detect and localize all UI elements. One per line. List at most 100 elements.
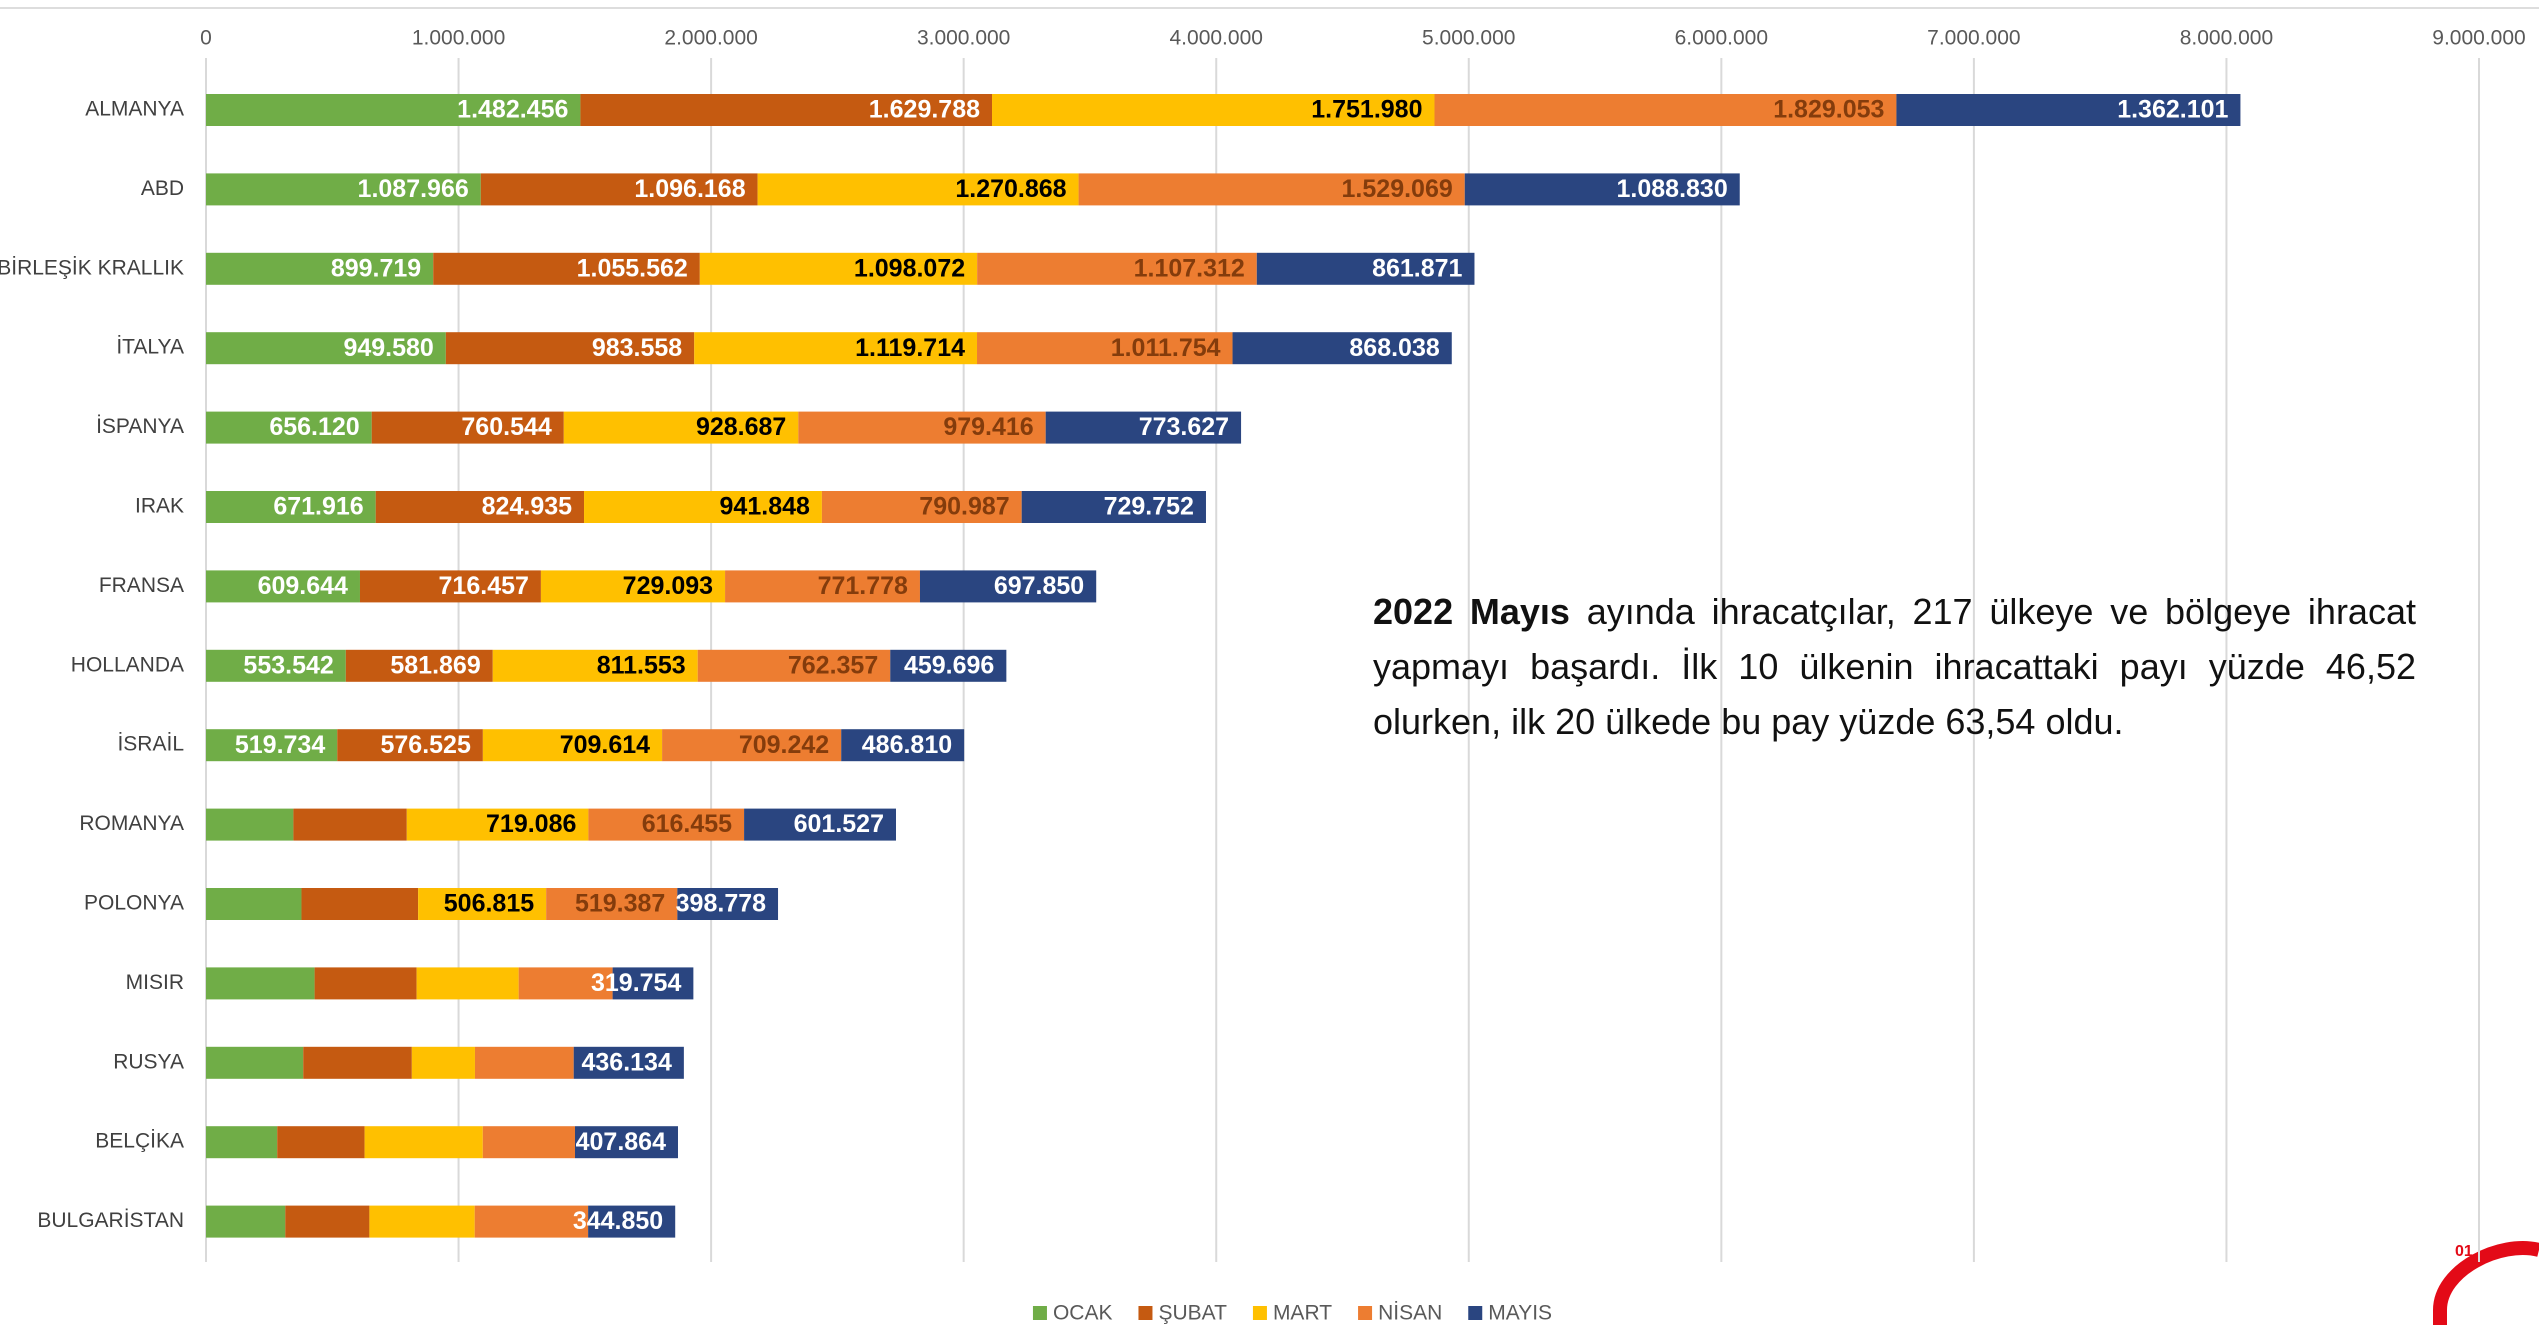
legend-swatch xyxy=(1358,1306,1373,1320)
bar-segment xyxy=(345,649,493,682)
logo-text: 01 xyxy=(2455,1243,2473,1260)
bar-segment xyxy=(798,411,1046,444)
bar-segment xyxy=(612,967,694,1000)
legend-label: MART xyxy=(1273,1302,1332,1325)
data-label: 344.850 xyxy=(573,1207,663,1235)
bar-segment xyxy=(977,332,1233,365)
x-tick-label: 3.000.000 xyxy=(917,27,1010,50)
bar-segment xyxy=(482,1126,575,1159)
data-label: 601.527 xyxy=(794,810,884,838)
data-label: 1.055.562 xyxy=(577,254,688,282)
y-tick-label: HOLLANDA xyxy=(71,653,184,676)
data-label: 868.038 xyxy=(1349,334,1439,362)
x-tick-label: 2.000.000 xyxy=(664,27,757,50)
bar-segment xyxy=(1896,94,2241,126)
data-label: 319.754 xyxy=(591,969,681,997)
logo: 01 xyxy=(2433,1241,2539,1325)
data-label: 1.107.312 xyxy=(1134,254,1245,282)
data-label: 486.810 xyxy=(862,731,952,759)
annotation-bold: 2022 Mayıs xyxy=(1373,591,1570,632)
legend-label: OCAK xyxy=(1053,1302,1113,1325)
data-label: 1.629.788 xyxy=(869,96,980,124)
y-tick-label: BELÇİKA xyxy=(95,1130,184,1153)
legend-label: NİSAN xyxy=(1378,1302,1442,1325)
bar-segment xyxy=(416,967,519,1000)
data-label: 1.482.456 xyxy=(457,96,568,124)
y-tick-label: IRAK xyxy=(135,495,184,518)
bar-segment xyxy=(821,491,1022,523)
y-tick-label: MISIR xyxy=(126,971,184,994)
legend-swatch xyxy=(1032,1306,1047,1320)
bar-segment xyxy=(890,649,1007,682)
data-label: 790.987 xyxy=(919,493,1009,521)
bar-segment xyxy=(580,94,993,126)
data-label: 1.362.101 xyxy=(2117,96,2228,124)
bar-segment xyxy=(662,729,842,762)
data-label: 719.086 xyxy=(486,810,576,838)
bar-segment xyxy=(694,332,978,365)
data-label: 949.580 xyxy=(343,334,433,362)
x-tick-label: 9.000.000 xyxy=(2432,27,2525,50)
data-label: 771.778 xyxy=(818,572,908,600)
bar-segment xyxy=(411,1046,475,1079)
legend-swatch xyxy=(1468,1306,1483,1320)
data-label: 1.088.830 xyxy=(1617,175,1728,203)
bar-segment xyxy=(744,808,896,841)
annotation: 2022 Mayıs ayında ihracatçılar, 217 ülke… xyxy=(1373,584,2416,749)
bar-segment xyxy=(359,570,541,603)
bar-segment xyxy=(482,729,663,762)
bar-segment xyxy=(919,570,1097,603)
bar-segment xyxy=(445,332,695,365)
bar-segment xyxy=(574,1126,678,1159)
bar-segment xyxy=(277,1126,365,1159)
bar-segment xyxy=(418,888,547,920)
data-label: 553.542 xyxy=(243,651,333,679)
bar-segment xyxy=(699,252,978,285)
data-label: 1.119.714 xyxy=(855,334,965,362)
data-label: 459.696 xyxy=(904,651,994,679)
bar-segment xyxy=(371,411,564,444)
bar-segment xyxy=(584,491,822,523)
data-label: 762.357 xyxy=(788,651,878,679)
data-label: 1.751.980 xyxy=(1311,96,1422,124)
data-label: 436.134 xyxy=(581,1048,671,1076)
bar-segment xyxy=(206,570,360,603)
legend-label: ŞUBAT xyxy=(1158,1302,1227,1325)
bar-segment xyxy=(206,252,434,285)
data-label: 983.558 xyxy=(592,334,682,362)
bar-segment xyxy=(337,729,483,762)
y-tick-label: POLONYA xyxy=(84,892,184,915)
data-label: 506.815 xyxy=(444,890,534,918)
bar-segment xyxy=(480,173,758,206)
bar-segment xyxy=(573,1046,684,1079)
data-label: 1.270.868 xyxy=(955,175,1066,203)
bar-segment xyxy=(474,1205,589,1238)
data-label: 581.869 xyxy=(390,651,480,679)
data-label: 656.120 xyxy=(269,413,359,441)
x-tick-label: 5.000.000 xyxy=(1422,27,1515,50)
bar-segment xyxy=(588,808,745,841)
bar-segment xyxy=(206,332,446,365)
legend-swatch xyxy=(1252,1306,1267,1320)
bar-segment xyxy=(588,1205,676,1238)
x-tick-label: 7.000.000 xyxy=(1927,27,2020,50)
data-label: 697.850 xyxy=(994,572,1084,600)
bar-segment xyxy=(206,173,481,206)
y-tick-label: İSRAİL xyxy=(117,733,184,756)
bar-segment xyxy=(1078,173,1465,206)
data-label: 760.544 xyxy=(461,413,551,441)
data-label: 773.627 xyxy=(1139,413,1229,441)
y-tick-label: ALMANYA xyxy=(85,98,184,121)
data-label: 1.011.754 xyxy=(1111,334,1221,362)
bar-segment xyxy=(206,491,376,523)
y-tick-label: BİRLEŞİK KRALLIK xyxy=(0,256,184,279)
x-tick-label: 8.000.000 xyxy=(2180,27,2273,50)
bar-segment xyxy=(725,570,920,603)
data-label: 1.096.168 xyxy=(634,175,745,203)
data-label: 407.864 xyxy=(576,1128,666,1156)
bar-segment xyxy=(206,729,338,762)
bar-segment xyxy=(757,173,1079,206)
data-label: 671.916 xyxy=(273,493,363,521)
bar-segment xyxy=(406,808,589,841)
